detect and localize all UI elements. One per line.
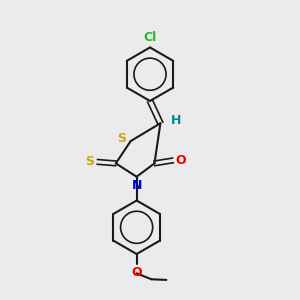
Text: O: O — [176, 154, 187, 167]
Text: Cl: Cl — [143, 31, 157, 44]
Text: O: O — [131, 266, 142, 279]
Text: N: N — [131, 179, 142, 192]
Text: H: H — [171, 114, 181, 127]
Text: S: S — [117, 132, 126, 145]
Text: S: S — [85, 155, 94, 168]
